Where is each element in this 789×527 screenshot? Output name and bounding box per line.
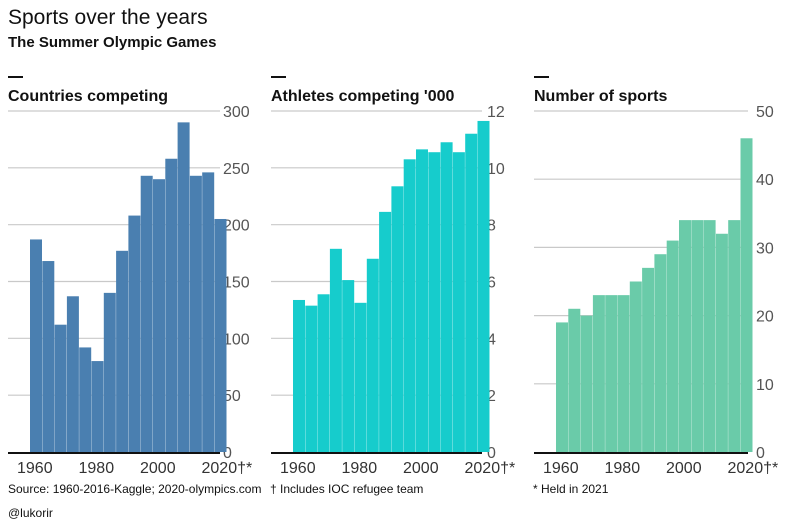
bar: [617, 295, 630, 452]
panel-title: Number of sports: [534, 88, 667, 105]
x-tick-label: 1980: [605, 460, 641, 477]
panel-title: Athletes competing '000: [271, 88, 455, 105]
bar: [366, 258, 379, 452]
y-tick-label: 0: [756, 445, 765, 462]
bar: [679, 220, 691, 452]
panel-accent-line: [534, 76, 549, 78]
bar: [605, 295, 618, 452]
bar: [103, 292, 116, 452]
x-tick-label: 2020†*: [728, 460, 779, 477]
y-tick-label: 4: [487, 331, 496, 348]
bar: [177, 122, 190, 452]
bar: [666, 240, 679, 452]
held-2021-note: * Held in 2021: [533, 482, 609, 496]
bar: [128, 215, 141, 452]
bar: [416, 149, 428, 453]
y-tick-label: 150: [223, 275, 250, 292]
y-tick-label: 12: [487, 104, 505, 121]
y-tick-label: 20: [756, 309, 774, 326]
y-tick-label: 100: [223, 331, 250, 348]
bar: [654, 254, 667, 452]
y-tick-label: 50: [756, 104, 774, 121]
bar: [305, 305, 318, 452]
x-tick-label: 2000: [666, 460, 702, 477]
y-tick-label: 0: [223, 445, 232, 462]
y-tick-label: 40: [756, 172, 774, 189]
y-tick-label: 0: [487, 445, 496, 462]
x-tick-label: 1960: [543, 460, 579, 477]
panel-title: Countries competing: [8, 88, 168, 105]
chart-title: Sports over the years: [8, 6, 208, 29]
bar: [342, 280, 355, 452]
x-tick-label: 2000: [140, 460, 176, 477]
panel-accent-line: [8, 76, 23, 78]
refugee-note: † Includes IOC refugee team: [270, 482, 424, 496]
bar: [54, 324, 67, 452]
bar: [165, 158, 178, 453]
x-tick-label: 1960: [17, 460, 53, 477]
y-tick-label: 10: [756, 377, 774, 394]
panel-accent-line: [271, 76, 286, 78]
bar: [592, 295, 605, 452]
y-tick-label: 50: [223, 388, 241, 405]
x-tick-label: 1980: [79, 460, 115, 477]
x-tick-label: 2000: [403, 460, 439, 477]
y-tick-label: 6: [487, 275, 496, 292]
bar: [42, 261, 55, 452]
bar: [30, 239, 42, 452]
y-tick-label: 10: [487, 161, 505, 178]
bar: [568, 308, 581, 452]
bar: [580, 315, 593, 452]
chart-subtitle: The Summer Olympic Games: [8, 34, 217, 51]
bar: [317, 294, 330, 452]
bar: [189, 175, 202, 453]
x-tick-label: 1980: [342, 460, 378, 477]
bar: [703, 220, 716, 452]
bar: [629, 281, 642, 452]
bar: [452, 152, 465, 452]
bar: [214, 218, 227, 452]
source-note: Source: 1960-2016-Kaggle; 2020-olympics.…: [8, 482, 262, 496]
y-tick-label: 200: [223, 218, 250, 235]
bar: [329, 248, 342, 452]
bar: [715, 233, 728, 452]
bar: [391, 186, 404, 452]
bar: [691, 220, 704, 452]
bar: [428, 152, 441, 452]
bar: [440, 142, 453, 452]
x-tick-label: 2020†*: [465, 460, 516, 477]
bar: [379, 211, 392, 452]
bar: [403, 159, 416, 452]
bar: [202, 172, 215, 452]
bar: [140, 175, 153, 453]
bar: [740, 138, 753, 452]
x-tick-label: 2020†*: [202, 460, 253, 477]
bar: [79, 347, 92, 452]
y-tick-label: 30: [756, 240, 774, 257]
credit-handle: @lukorir: [8, 506, 53, 520]
bar: [728, 220, 741, 452]
bar: [153, 179, 165, 452]
x-tick-label: 1960: [280, 460, 316, 477]
y-tick-label: 2: [487, 388, 496, 405]
bar: [642, 267, 655, 452]
y-tick-label: 300: [223, 104, 250, 121]
y-tick-label: 8: [487, 218, 496, 235]
bar: [354, 302, 367, 452]
bar: [477, 120, 490, 452]
bar: [293, 299, 305, 452]
bar: [116, 250, 129, 452]
bar: [66, 296, 79, 452]
bar: [91, 361, 104, 452]
bar: [465, 133, 478, 452]
y-tick-label: 250: [223, 161, 250, 178]
bar: [556, 322, 568, 452]
